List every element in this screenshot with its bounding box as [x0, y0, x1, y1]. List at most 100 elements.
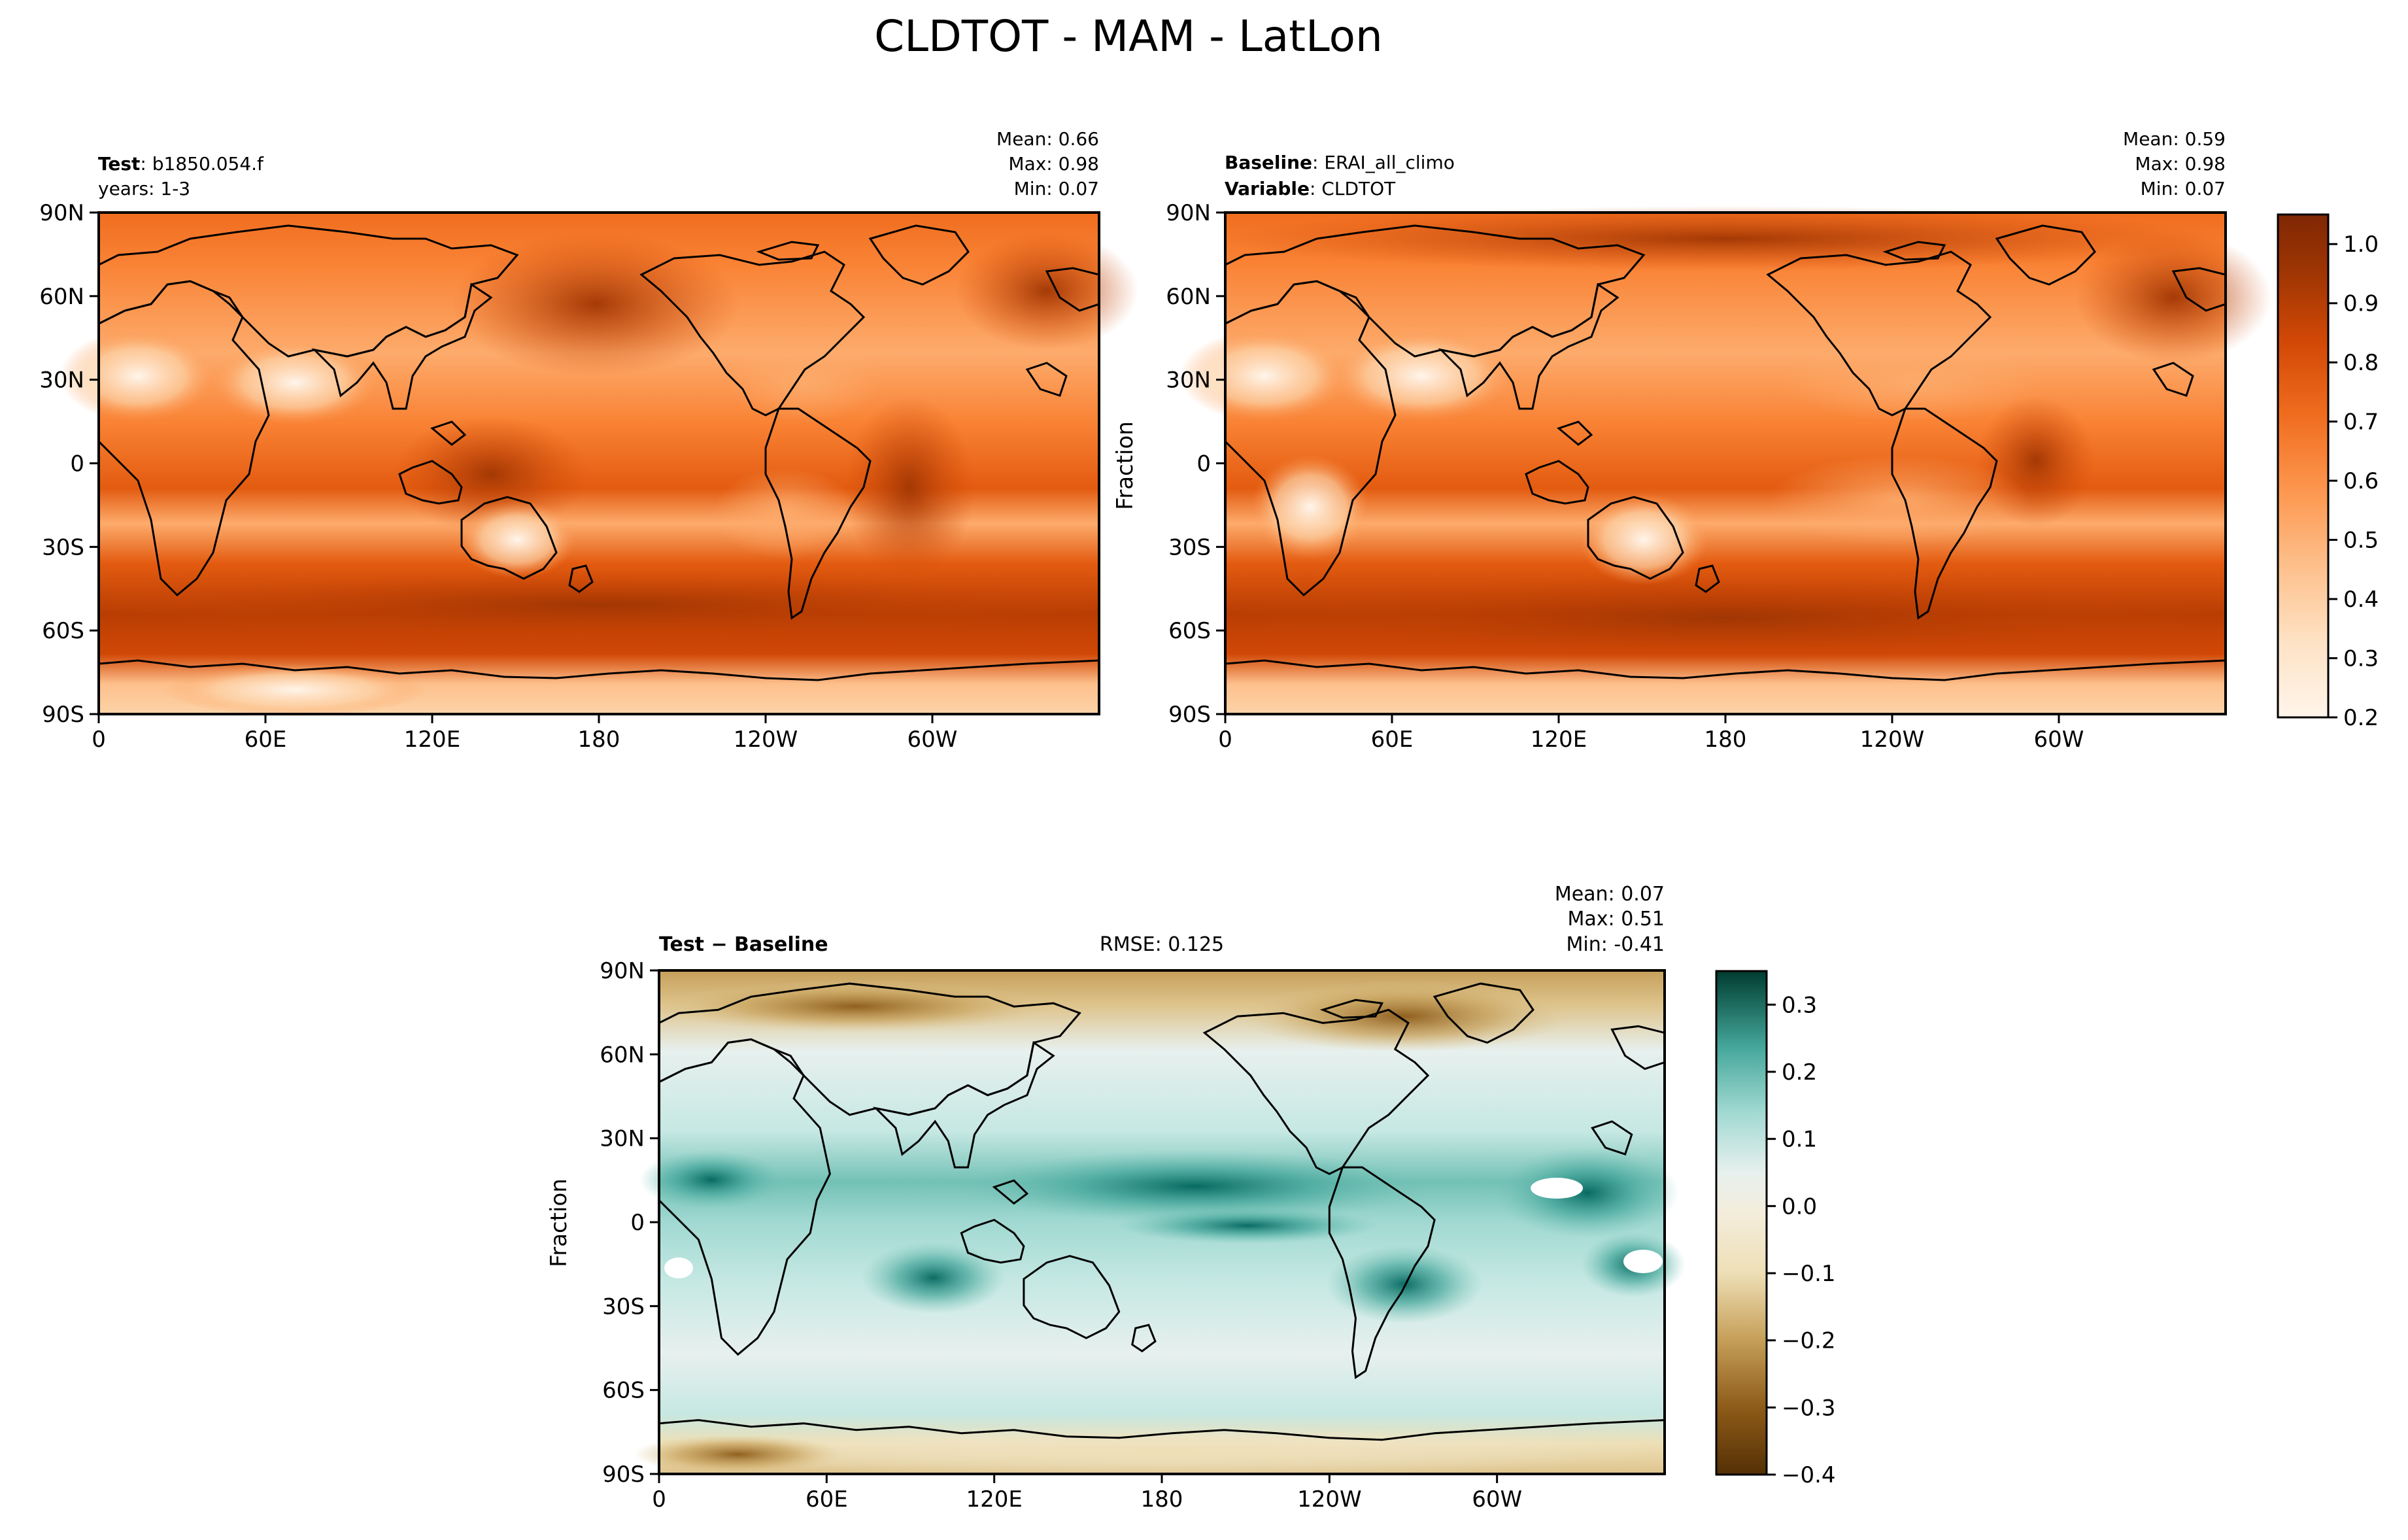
- panel-test-label-bold: Test: [98, 153, 140, 175]
- panel-diff-ylabel: Fraction: [546, 1178, 572, 1267]
- panel-diff: Test − Baseline RMSE: 0.125 Mean: 0.07 M…: [546, 883, 1836, 1513]
- colorbar-oranges-fill: [2278, 214, 2328, 717]
- panel-diff-teal-spcz: [1326, 1245, 1483, 1324]
- xtick-label: 180: [1141, 1486, 1183, 1513]
- colorbar-brbg-tick-label: −0.2: [1782, 1328, 1836, 1354]
- panel-test-light-antarctica: [164, 664, 426, 716]
- colorbar-brbg-tick-label: −0.1: [1782, 1261, 1836, 1287]
- panel-diff-white-hole-3: [664, 1258, 693, 1278]
- panel-baseline-light-sahara: [1179, 330, 1349, 422]
- colorbar-brbg-fill: [1716, 971, 1767, 1475]
- xtick-label: 120E: [404, 727, 460, 753]
- panel-diff-max: Max: 0.51: [1568, 908, 1665, 931]
- panel-baseline-dark-natl: [2075, 232, 2271, 363]
- xtick-label: 120W: [1860, 727, 1925, 753]
- colorbar-oranges-frame: [2277, 213, 2330, 719]
- panel-diff-map: 90N 60N 30N 0 30S 60S 90S 0 60E 120E 180 120W 60W: [600, 958, 1686, 1513]
- xtick-label: 120E: [966, 1486, 1022, 1513]
- ytick-label: 90S: [602, 1462, 645, 1488]
- ytick-label: 60S: [42, 618, 84, 644]
- xtick-label: 180: [1704, 727, 1747, 753]
- colorbar-oranges: 0.2 0.3 0.4 0.5 0.6 0.7 0.8 0.9 1.0: [2277, 213, 2379, 731]
- panel-test-label-text: : b1850.054.f: [140, 153, 264, 175]
- panel-test-xticks: 0 60E 120E 180 120W 60W: [92, 714, 957, 753]
- panel-diff-white-hole-1: [1531, 1178, 1583, 1199]
- xtick-label: 60W: [1472, 1486, 1522, 1513]
- panel-diff-brown-arctic: [1241, 980, 1568, 1052]
- panel-baseline-dark-north: [1229, 206, 2222, 271]
- panel-diff-teal-itcz-west: [639, 1150, 783, 1209]
- ytick-label: 90S: [42, 702, 84, 728]
- ytick-label: 90N: [1166, 200, 1211, 226]
- ytick-label: 60N: [39, 284, 84, 310]
- panel-baseline-light-asia: [1330, 330, 1513, 422]
- xtick-label: 120W: [1297, 1486, 1362, 1513]
- ytick-label: 60S: [1168, 618, 1211, 644]
- panel-diff-brown-antarctic-west: [633, 1435, 842, 1474]
- xtick-label: 120E: [1531, 727, 1587, 753]
- panel-diff-teal-natl: [1496, 1147, 1679, 1239]
- ytick-label: 30N: [600, 1126, 645, 1152]
- panel-baseline-light-australia: [1578, 494, 1709, 585]
- panel-baseline-label-text: : ERAI_all_climo: [1312, 152, 1455, 173]
- colorbar-brbg-tick-label: −0.4: [1782, 1462, 1836, 1488]
- ytick-label: 30S: [1168, 534, 1211, 560]
- ytick-label: 0: [70, 451, 84, 477]
- panel-test-mean: Mean: 0.66: [996, 128, 1099, 150]
- ytick-label: 30N: [39, 368, 84, 394]
- panel-baseline-light-africa: [1251, 454, 1369, 559]
- colorbar-brbg-tick-label: 0.1: [1782, 1127, 1817, 1153]
- panel-baseline-max: Max: 0.98: [2135, 153, 2226, 175]
- colorbar-oranges-ticks: 0.2 0.3 0.4 0.5 0.6 0.7 0.8 0.9 1.0: [2328, 231, 2379, 731]
- xtick-label: 60E: [1371, 727, 1414, 753]
- panel-diff-mean: Mean: 0.07: [1555, 883, 1665, 906]
- colorbar-oranges-tick-label: 1.0: [2343, 231, 2379, 258]
- colorbar-brbg-tick-label: −0.3: [1782, 1395, 1836, 1421]
- xtick-label: 60W: [2034, 727, 2084, 753]
- panel-baseline: Baseline: ERAI_all_climo Variable: CLDTO…: [1112, 128, 2379, 753]
- figure-title: CLDTOT - MAM - LatLon: [874, 11, 1383, 61]
- colorbar-oranges-tick-label: 0.9: [2343, 291, 2379, 317]
- colorbar-oranges-tick-label: 0.8: [2343, 350, 2379, 376]
- colorbar-oranges-tick-label: 0.3: [2343, 646, 2379, 672]
- ytick-label: 0: [1196, 451, 1211, 477]
- ytick-label: 0: [630, 1210, 645, 1236]
- panel-diff-teal-eq-band: [1117, 1207, 1378, 1244]
- xtick-label: 0: [1218, 727, 1232, 753]
- panel-baseline-mean: Mean: 0.59: [2123, 128, 2226, 150]
- panel-diff-label: Test − Baseline: [659, 933, 828, 956]
- colorbar-oranges-tick-label: 0.7: [2343, 409, 2379, 436]
- xtick-label: 120W: [734, 727, 798, 753]
- xtick-label: 60W: [907, 727, 958, 753]
- panel-test-map: 90N 60N 30N 0 30S 60S 90S 0 60E 120E 180 120W 60W: [39, 200, 1138, 753]
- panel-baseline-yticks: 90N 60N 30N 0 30S 60S 90S: [1166, 200, 1225, 728]
- panel-baseline-light-sepac: [1768, 454, 2029, 546]
- colorbar-oranges-tick-label: 0.2: [2343, 705, 2379, 731]
- panel-test-light-australia: [458, 500, 576, 579]
- colorbar-oranges-tick-label: 0.4: [2343, 587, 2379, 613]
- panel-baseline-light-nepac: [1781, 343, 2043, 422]
- panel-diff-teal-ind: [862, 1242, 1006, 1314]
- colorbar-brbg: 0.3 0.2 0.1 0.0 −0.1 −0.2 −0.3 −0.4: [1715, 970, 1836, 1488]
- panel-baseline-variable-text: : CLDTOT: [1310, 178, 1396, 199]
- panel-test-min: Min: 0.07: [1014, 178, 1099, 199]
- ytick-label: 90N: [600, 958, 645, 984]
- panel-test-yticks: 90N 60N 30N 0 30S 60S 90S: [39, 200, 99, 728]
- ytick-label: 30S: [42, 534, 84, 560]
- ytick-label: 60N: [1166, 284, 1211, 310]
- panel-baseline-variable-bold: Variable: [1225, 178, 1310, 199]
- ytick-label: 30S: [602, 1293, 645, 1320]
- ytick-label: 60S: [602, 1378, 645, 1404]
- ytick-label: 90N: [39, 200, 84, 226]
- xtick-label: 180: [578, 727, 620, 753]
- panel-test-light-sepac: [713, 468, 857, 559]
- panel-diff-xticks: 0 60E 120E 180 120W 60W: [652, 1474, 1522, 1513]
- panel-baseline-ylabel: Fraction: [1112, 421, 1138, 510]
- panel-diff-min: Min: -0.41: [1567, 933, 1665, 956]
- panel-diff-yticks: 90N 60N 30N 0 30S 60S 90S: [600, 958, 659, 1488]
- colorbar-brbg-ticks: 0.3 0.2 0.1 0.0 −0.1 −0.2 −0.3 −0.4: [1767, 992, 1836, 1488]
- panel-baseline-dark-south: [1229, 572, 2222, 664]
- ytick-label: 90S: [1168, 702, 1211, 728]
- xtick-label: 0: [652, 1486, 666, 1513]
